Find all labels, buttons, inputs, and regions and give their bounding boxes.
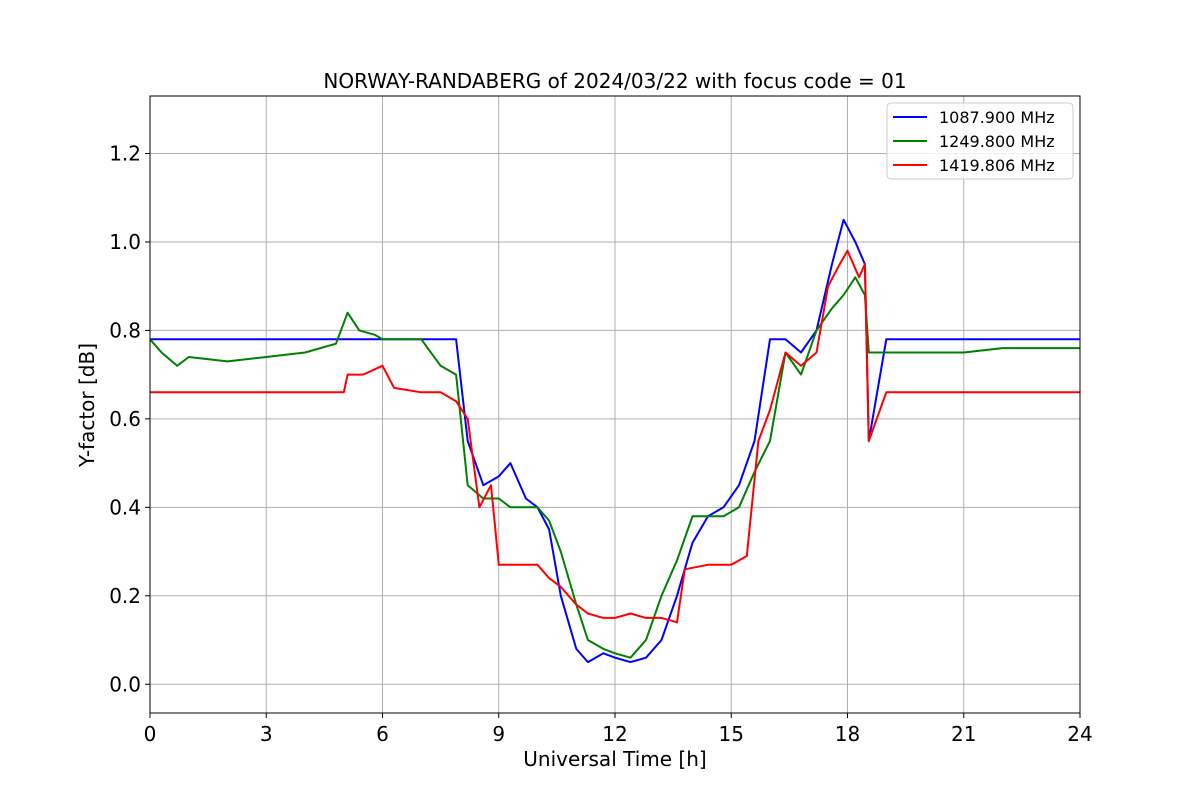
series-line-3 (150, 249, 1080, 624)
legend-label: 1249.800 MHz (939, 132, 1055, 151)
grid (149, 96, 1081, 713)
x-tick-label: 9 (492, 722, 505, 746)
y-axis: 0.0 0.2 0.4 0.6 0.8 1.0 1.2 (109, 141, 150, 696)
y-tick-label: 0.6 (109, 407, 141, 431)
y-tick-label: 1.2 (109, 141, 141, 165)
series-line-2 (150, 276, 1080, 659)
series-line-1 (150, 218, 1080, 664)
x-tick-label: 24 (1067, 722, 1092, 746)
legend-box (886, 102, 1074, 180)
y-tick-label: 0.4 (109, 495, 141, 519)
series-layer (150, 218, 1080, 664)
y-tick-label: 0.2 (109, 584, 141, 608)
x-tick-label: 15 (719, 722, 744, 746)
x-axis: 0 3 6 9 12 15 18 21 24 (144, 713, 1093, 746)
x-tick-label: 21 (951, 722, 976, 746)
x-tick-label: 0 (144, 722, 157, 746)
x-axis-label: Universal Time [h] (523, 747, 706, 771)
y-tick-label: 0.8 (109, 318, 141, 342)
y-tick-label: 1.0 (109, 230, 141, 254)
chart-title: NORWAY-RANDABERG of 2024/03/22 with focu… (323, 69, 906, 93)
legend-label: 1087.900 MHz (939, 108, 1055, 127)
legend: 1087.900 MHz 1249.800 MHz 1419.806 MHz (886, 102, 1074, 180)
x-tick-label: 6 (376, 722, 389, 746)
x-tick-label: 12 (602, 722, 627, 746)
legend-label: 1419.806 MHz (939, 156, 1055, 175)
x-tick-label: 3 (260, 722, 273, 746)
y-tick-label: 0.0 (109, 672, 141, 696)
x-tick-label: 18 (835, 722, 860, 746)
y-axis-label: Y-factor [dB] (75, 343, 99, 468)
